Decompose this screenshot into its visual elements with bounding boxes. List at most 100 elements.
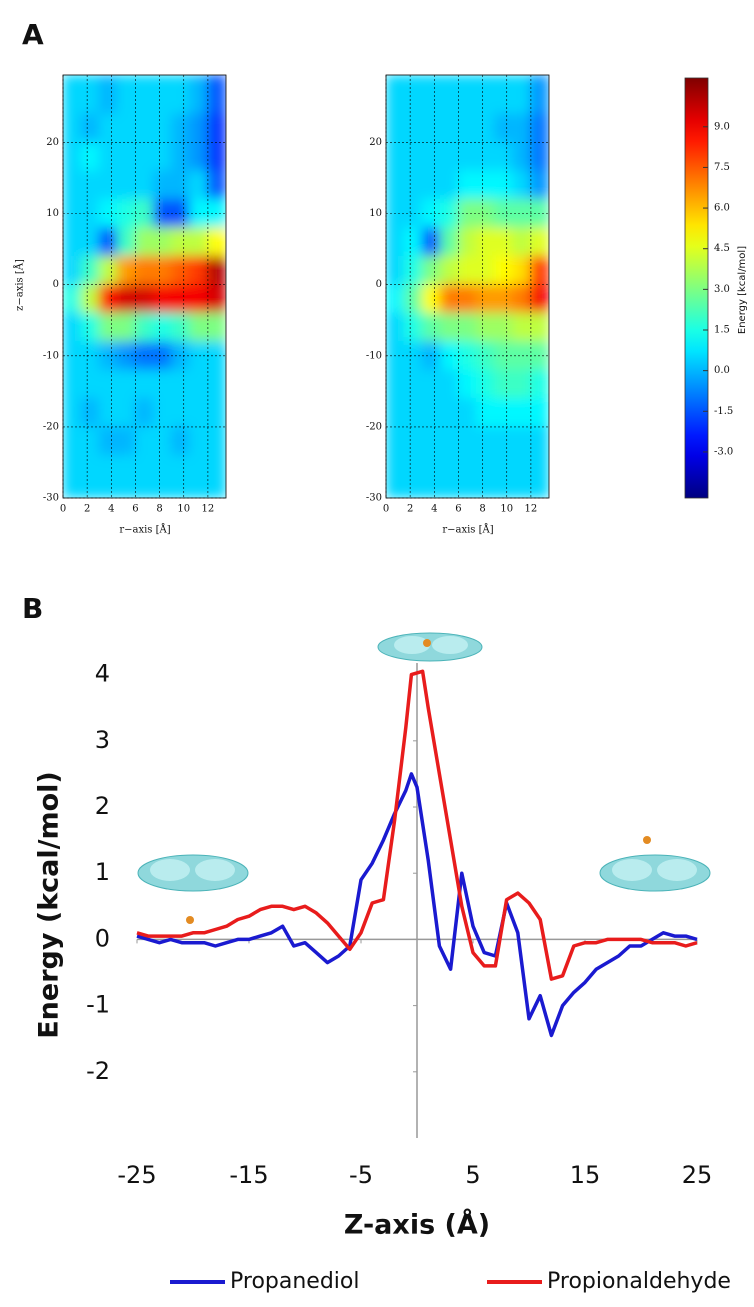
- heatmap-cell: [134, 397, 155, 428]
- heatmap-cell: [403, 75, 423, 115]
- heatmap-cell: [63, 113, 82, 144]
- heatmap-cell: [98, 369, 118, 399]
- y-tick-label: 0: [95, 924, 110, 952]
- heatmap-cell: [494, 284, 514, 314]
- heatmap-cell: [189, 75, 209, 115]
- heatmap-cell: [171, 142, 191, 172]
- protein-icon: [599, 836, 711, 892]
- heatmap-cell: [207, 113, 226, 144]
- heatmap-cell: [512, 227, 532, 257]
- heatmap-cell: [153, 198, 173, 229]
- heatmap-cell: [476, 227, 496, 257]
- heatmap-cell: [153, 341, 173, 371]
- colorbar-tick-label: 6.0: [714, 203, 730, 214]
- y-tick-label: -20: [366, 421, 382, 432]
- heatmap-cell: [80, 113, 100, 144]
- heatmap-cell: [439, 255, 459, 286]
- heatmap-cell: [494, 369, 514, 399]
- heatmap-cell: [153, 142, 173, 172]
- x-tick-label: -5: [349, 1161, 373, 1189]
- heatmap-cell: [98, 312, 118, 343]
- heatmap-cell: [421, 75, 441, 115]
- plot-frame: [385, 74, 550, 499]
- colorbar-tick-label: 1.5: [714, 325, 730, 336]
- heatmap-cell: [403, 284, 423, 314]
- heatmap-cell: [421, 170, 441, 200]
- y-axis-label: Energy (kcal/mol): [34, 771, 65, 1039]
- heatmap-cell: [512, 75, 532, 115]
- heatmap-cell: [494, 170, 514, 200]
- heatmap-cell: [63, 142, 82, 172]
- heatmap-cell: [476, 369, 496, 399]
- heatmap-cell: [403, 255, 423, 286]
- x-tick-label: 2: [407, 504, 413, 515]
- heatmap-cell: [439, 369, 459, 399]
- colorbar-tick-label: -1.5: [714, 406, 733, 417]
- heatmap-cell: [171, 113, 191, 144]
- heatmap-cell: [512, 198, 532, 229]
- heatmap-cell: [80, 75, 100, 115]
- heatmap-cell: [476, 426, 496, 456]
- heatmap-cell: [63, 227, 82, 257]
- heatmap-cell: [457, 255, 478, 286]
- heatmap-cell: [171, 284, 191, 314]
- heatmap-cell: [98, 426, 118, 456]
- heatmap-cell: [403, 142, 423, 172]
- x-tick-label: 15: [570, 1161, 601, 1189]
- heatmap-cell: [153, 397, 173, 428]
- heatmap-cell: [421, 454, 441, 498]
- heatmap-cell: [63, 369, 82, 399]
- heatmap-cell: [476, 341, 496, 371]
- colorbar-tick-label: 7.5: [714, 162, 730, 173]
- x-tick-label: 0: [383, 504, 389, 515]
- heatmap-cell: [134, 284, 155, 314]
- heatmap-cell: [63, 454, 82, 498]
- heatmap-cell: [189, 426, 209, 456]
- heatmap-cell: [98, 255, 118, 286]
- heatmap-cell: [80, 454, 100, 498]
- heatmap-cell: [494, 255, 514, 286]
- heatmap-cell: [189, 113, 209, 144]
- heatmap-cell: [153, 227, 173, 257]
- heatmap-cell: [403, 369, 423, 399]
- heatmap-cell: [116, 142, 136, 172]
- protein-icon: [137, 854, 249, 924]
- heatmap-cell: [476, 312, 496, 343]
- heatmap-cell: [134, 75, 155, 115]
- y-tick-label: 3: [95, 726, 110, 754]
- heatmap-cell: [80, 284, 100, 314]
- heatmap-cell: [153, 113, 173, 144]
- heatmap-cell: [457, 142, 478, 172]
- heatmap-cell: [439, 341, 459, 371]
- heatmap-cell: [80, 198, 100, 229]
- heatmap-cell: [403, 170, 423, 200]
- heatmap-cell: [494, 75, 514, 115]
- heatmap-cell: [421, 369, 441, 399]
- heatmap-cell: [80, 312, 100, 343]
- heatmap-cell: [457, 170, 478, 200]
- heatmap-cell: [512, 397, 532, 428]
- heatmap-cell: [530, 284, 549, 314]
- heatmap-cell: [116, 113, 136, 144]
- heatmap-cell: [386, 284, 405, 314]
- heatmap-cell: [171, 75, 191, 115]
- heatmap-cell: [153, 255, 173, 286]
- heatmap-cell: [476, 113, 496, 144]
- heatmap-cell: [476, 170, 496, 200]
- protein-icon: [377, 632, 483, 662]
- heatmap-cell: [207, 284, 226, 314]
- heatmap-cell: [98, 75, 118, 115]
- heatmap-cell: [421, 312, 441, 343]
- heatmap-cell: [189, 142, 209, 172]
- heatmap-cell: [530, 255, 549, 286]
- data-line: [136, 669, 698, 981]
- heatmap-cell: [189, 312, 209, 343]
- y-tick-label: -30: [366, 493, 382, 504]
- panel-label: A: [22, 18, 44, 51]
- y-tick-label: -2: [86, 1057, 110, 1085]
- heatmap-cell: [421, 397, 441, 428]
- heatmap-cell: [476, 75, 496, 115]
- x-tick-label: 6: [132, 504, 138, 515]
- heatmap-cell: [134, 142, 155, 172]
